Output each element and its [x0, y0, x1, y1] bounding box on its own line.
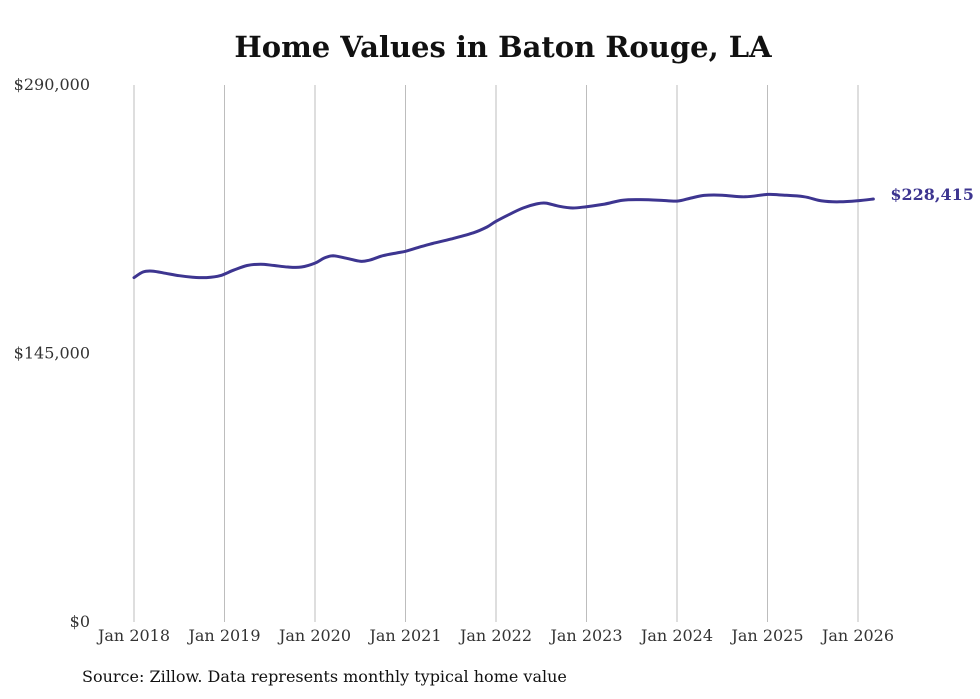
series-line: [132, 192, 875, 280]
series-lines: [132, 192, 875, 280]
y-tick-label: $290,000: [14, 75, 90, 94]
y-tick-label: $145,000: [14, 344, 90, 363]
x-tick-label: Jan 2022: [458, 626, 532, 645]
chart-title: Home Values in Baton Rouge, LA: [234, 30, 772, 64]
x-tick-label: Jan 2018: [96, 626, 170, 645]
x-tick-label: Jan 2024: [639, 626, 713, 645]
y-axis-ticks: $0 $145,000 $290,000: [14, 75, 90, 631]
end-labels: $228,415: [890, 185, 974, 204]
x-tick-label: Jan 2020: [277, 626, 351, 645]
x-tick-label: Jan 2023: [548, 626, 622, 645]
end-value-label: $228,415: [890, 185, 974, 204]
x-tick-label: Jan 2019: [186, 626, 260, 645]
y-tick-label: $0: [70, 612, 90, 631]
source-note: Source: Zillow. Data represents monthly …: [82, 667, 567, 686]
x-axis-ticks: Jan 2018 Jan 2019 Jan 2020 Jan 2021 Jan 2022…: [96, 626, 894, 645]
x-tick-label: Jan 2021: [367, 626, 441, 645]
x-tick-label: Jan 2025: [729, 626, 803, 645]
x-tick-label: Jan 2026: [820, 626, 894, 645]
gridlines: [133, 85, 859, 622]
